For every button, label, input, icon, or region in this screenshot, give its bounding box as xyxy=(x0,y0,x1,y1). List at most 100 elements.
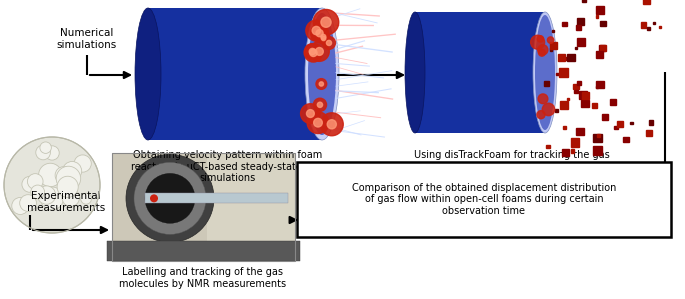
Circle shape xyxy=(12,197,29,214)
Circle shape xyxy=(312,26,321,35)
Circle shape xyxy=(326,40,332,45)
Bar xyxy=(575,47,577,49)
Circle shape xyxy=(319,82,323,86)
Bar xyxy=(596,51,603,58)
Bar xyxy=(556,73,559,75)
Circle shape xyxy=(547,37,553,43)
Bar xyxy=(559,68,568,77)
Bar xyxy=(551,30,554,33)
Text: Labelling and tracking of the gas
molecules by NMR measurements: Labelling and tracking of the gas molecu… xyxy=(119,267,286,289)
Circle shape xyxy=(36,145,51,160)
Bar xyxy=(593,146,602,155)
Circle shape xyxy=(145,173,195,223)
Bar xyxy=(567,98,569,100)
Text: Numerical
simulations: Numerical simulations xyxy=(57,28,117,50)
Circle shape xyxy=(321,36,326,41)
Bar xyxy=(571,138,580,147)
Circle shape xyxy=(310,42,329,61)
Bar xyxy=(597,134,600,137)
Circle shape xyxy=(537,36,544,42)
Bar xyxy=(597,6,604,14)
Circle shape xyxy=(313,10,339,35)
Bar xyxy=(145,193,288,203)
Bar xyxy=(567,54,575,61)
Bar xyxy=(592,103,597,108)
Bar xyxy=(112,153,295,261)
Circle shape xyxy=(22,176,38,192)
Bar xyxy=(207,153,295,241)
Polygon shape xyxy=(148,8,322,140)
Bar xyxy=(646,130,652,136)
Bar xyxy=(549,48,552,51)
Bar xyxy=(107,241,300,261)
Circle shape xyxy=(543,103,555,116)
Bar xyxy=(574,89,577,93)
Circle shape xyxy=(310,24,329,42)
Circle shape xyxy=(62,189,79,206)
Text: Obtaining velocity pattern within foam
reactor via μCT-based steady-state CFD
si: Obtaining velocity pattern within foam r… xyxy=(131,150,325,183)
Bar xyxy=(647,28,650,30)
Circle shape xyxy=(40,142,51,153)
Circle shape xyxy=(40,187,64,210)
Circle shape xyxy=(306,20,327,41)
Circle shape xyxy=(317,30,329,43)
Circle shape xyxy=(317,102,323,107)
Bar xyxy=(576,25,581,30)
Ellipse shape xyxy=(135,8,161,140)
Circle shape xyxy=(150,194,158,202)
Circle shape xyxy=(37,186,55,204)
Bar xyxy=(562,149,569,156)
Circle shape xyxy=(531,35,545,49)
Bar xyxy=(571,149,575,153)
Circle shape xyxy=(327,120,336,129)
Ellipse shape xyxy=(308,13,336,135)
Circle shape xyxy=(310,49,317,57)
Circle shape xyxy=(304,44,323,62)
Circle shape xyxy=(62,161,82,181)
Bar xyxy=(546,144,549,148)
Bar xyxy=(659,26,661,28)
Circle shape xyxy=(316,79,327,89)
Circle shape xyxy=(27,174,43,189)
Bar xyxy=(577,128,584,135)
Circle shape xyxy=(538,49,545,56)
Bar xyxy=(617,121,623,127)
Bar xyxy=(562,22,567,26)
Circle shape xyxy=(316,30,323,37)
Bar xyxy=(649,120,653,125)
Circle shape xyxy=(309,48,316,55)
Ellipse shape xyxy=(305,8,339,140)
Circle shape xyxy=(537,111,545,119)
Circle shape xyxy=(323,36,336,49)
Circle shape xyxy=(81,193,92,204)
Circle shape xyxy=(538,94,548,104)
Circle shape xyxy=(20,195,36,211)
Circle shape xyxy=(304,44,321,60)
Bar xyxy=(640,22,646,28)
Circle shape xyxy=(321,17,331,27)
Bar xyxy=(600,21,606,26)
Bar xyxy=(602,114,608,120)
Bar xyxy=(596,15,598,18)
Bar xyxy=(577,39,585,46)
Bar xyxy=(600,45,606,51)
Text: Experimental
measurements: Experimental measurements xyxy=(27,191,105,213)
Bar xyxy=(597,81,603,88)
Bar xyxy=(550,42,557,49)
Bar xyxy=(564,57,567,60)
Bar xyxy=(577,81,581,85)
Circle shape xyxy=(301,104,320,123)
Circle shape xyxy=(315,48,323,55)
Bar xyxy=(643,0,649,4)
Bar xyxy=(556,109,558,112)
Ellipse shape xyxy=(535,15,555,130)
Bar xyxy=(593,134,602,142)
Bar xyxy=(596,86,598,89)
Circle shape xyxy=(314,118,323,127)
Ellipse shape xyxy=(533,12,557,133)
Circle shape xyxy=(38,163,62,187)
Bar xyxy=(573,84,579,89)
Circle shape xyxy=(31,185,45,199)
Circle shape xyxy=(538,45,548,55)
Circle shape xyxy=(321,34,326,39)
